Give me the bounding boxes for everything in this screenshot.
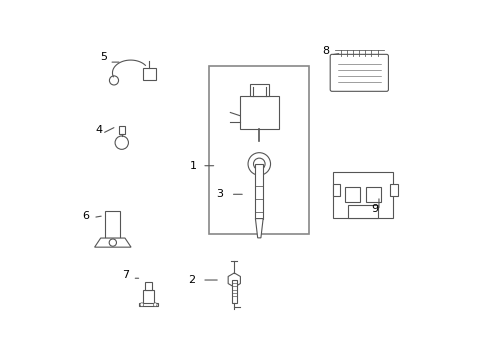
- Text: 1: 1: [190, 161, 197, 171]
- Text: 9: 9: [371, 203, 378, 213]
- Bar: [232, 280, 237, 302]
- Text: 5: 5: [100, 52, 107, 62]
- Text: 8: 8: [322, 46, 330, 56]
- Text: 6: 6: [83, 211, 90, 221]
- Bar: [140, 303, 158, 306]
- Bar: [143, 68, 156, 80]
- Text: 2: 2: [188, 275, 195, 285]
- Text: 3: 3: [217, 189, 223, 199]
- Text: 7: 7: [122, 270, 130, 280]
- Bar: [390, 184, 398, 196]
- Circle shape: [109, 76, 119, 85]
- Circle shape: [109, 239, 117, 246]
- FancyBboxPatch shape: [333, 172, 393, 217]
- FancyBboxPatch shape: [249, 84, 269, 96]
- Text: 4: 4: [95, 125, 102, 135]
- Polygon shape: [255, 219, 263, 238]
- FancyBboxPatch shape: [105, 211, 121, 238]
- FancyBboxPatch shape: [330, 54, 389, 91]
- Bar: [333, 184, 340, 196]
- Circle shape: [153, 303, 157, 306]
- Bar: [255, 164, 263, 219]
- Bar: [143, 290, 154, 305]
- Bar: [145, 282, 152, 290]
- FancyBboxPatch shape: [240, 96, 279, 129]
- Bar: [344, 187, 360, 202]
- FancyBboxPatch shape: [209, 66, 309, 234]
- Polygon shape: [228, 273, 241, 287]
- Bar: [366, 187, 381, 202]
- Circle shape: [115, 136, 128, 149]
- Bar: [119, 126, 125, 134]
- Polygon shape: [95, 238, 131, 247]
- Circle shape: [253, 158, 265, 170]
- Circle shape: [248, 153, 270, 175]
- Circle shape: [140, 303, 144, 306]
- Bar: [348, 205, 378, 217]
